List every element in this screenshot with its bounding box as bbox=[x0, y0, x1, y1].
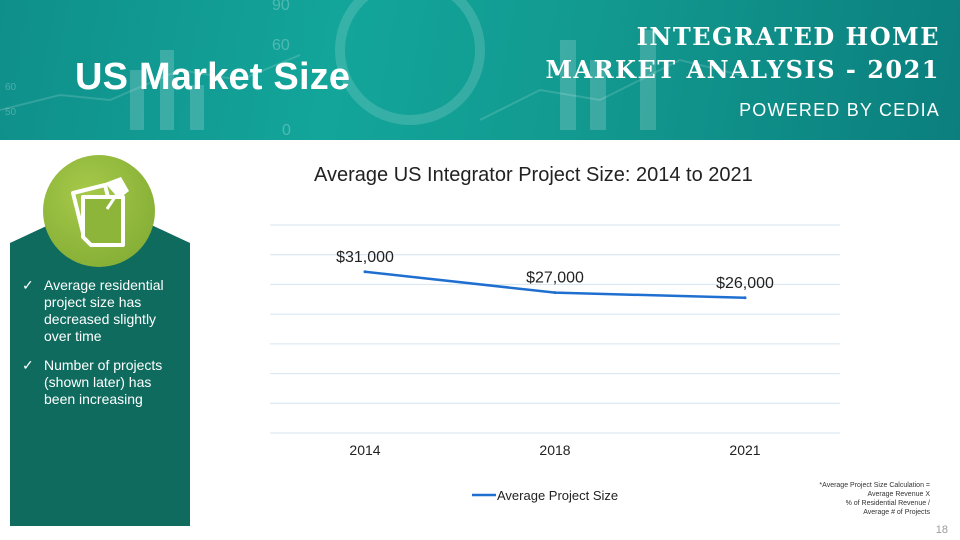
page-title: US Market Size bbox=[75, 56, 351, 98]
footnote: *Average Project Size Calculation = Aver… bbox=[730, 481, 930, 517]
bg-number: 60 bbox=[272, 37, 290, 54]
data-point bbox=[553, 291, 557, 295]
bg-number: 90 bbox=[272, 0, 290, 14]
data-label: $26,000 bbox=[716, 275, 774, 292]
sidebar-panel bbox=[10, 185, 190, 526]
data-label: $31,000 bbox=[336, 249, 394, 266]
footnote-line: Average # of Projects bbox=[863, 509, 930, 516]
footnote-line: Average Revenue X bbox=[867, 491, 930, 498]
x-tick-label: 2018 bbox=[539, 442, 570, 458]
footnote-line: *Average Project Size Calculation = bbox=[819, 482, 930, 489]
brand-line-2: MARKET ANALYSIS - 2021 bbox=[545, 55, 940, 84]
key-point-item: ✓ Number of projects (shown later) has b… bbox=[22, 357, 182, 408]
chart-title: Average US Integrator Project Size: 2014… bbox=[314, 164, 753, 186]
data-point bbox=[363, 270, 367, 274]
bg-number: 0 bbox=[282, 122, 291, 139]
x-tick-label: 2014 bbox=[349, 442, 380, 458]
header-banner: 90 60 0 60 50 US Market Size INTEGRATED … bbox=[0, 0, 960, 140]
checkmark-icon: ✓ bbox=[22, 277, 34, 293]
key-point-text: Average residential project size has dec… bbox=[44, 277, 164, 344]
page-number: 18 bbox=[935, 524, 948, 536]
x-tick-label: 2021 bbox=[729, 442, 760, 458]
key-point-text: Number of projects (shown later) has bee… bbox=[44, 357, 163, 407]
footnote-line: % of Residential Revenue / bbox=[845, 500, 930, 507]
bg-number: 60 bbox=[5, 82, 17, 93]
key-points-list: ✓ Average residential project size has d… bbox=[22, 277, 182, 420]
legend-label: Average Project Size bbox=[497, 488, 618, 503]
data-label: $27,000 bbox=[526, 270, 584, 287]
powered-by-label: POWERED BY CEDIA bbox=[739, 100, 940, 120]
checkmark-icon: ✓ bbox=[22, 357, 34, 373]
pinned-note-icon bbox=[43, 155, 155, 267]
brand-title: INTEGRATED HOME MARKET ANALYSIS - 2021 bbox=[545, 20, 940, 86]
data-point bbox=[743, 296, 747, 300]
brand-line-1: INTEGRATED HOME bbox=[636, 22, 940, 51]
bg-number: 50 bbox=[5, 107, 17, 118]
header-background-graphic: 90 60 0 60 50 bbox=[0, 0, 741, 139]
key-point-item: ✓ Average residential project size has d… bbox=[22, 277, 182, 345]
